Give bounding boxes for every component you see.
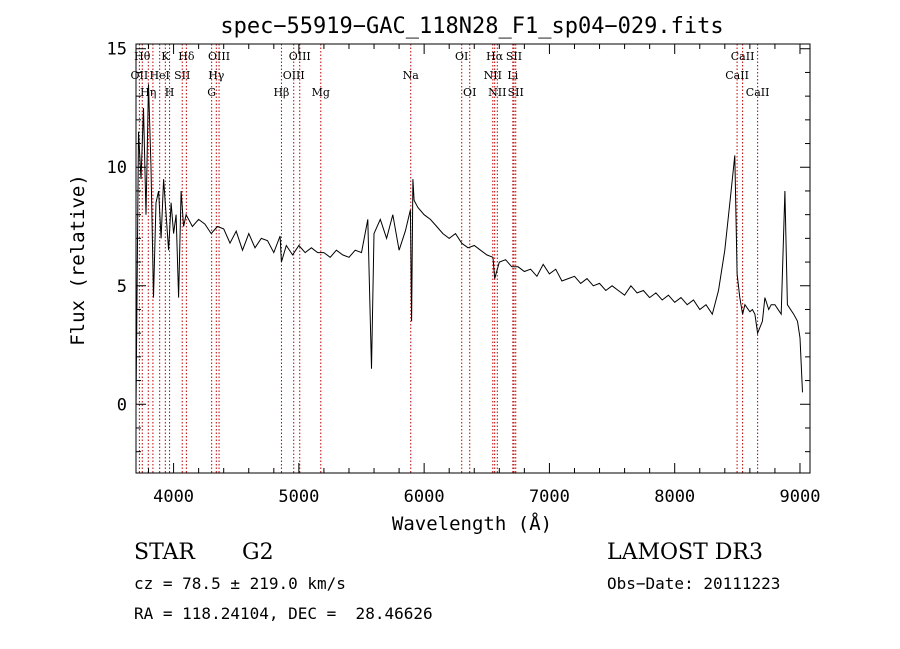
y-tick-label-15: 15 — [107, 40, 127, 60]
line-label-11: OIII — [208, 50, 230, 63]
line-label-19: NII — [484, 69, 502, 82]
spectral-line-labels: OIIHθHηHeIKHSIIHδGHγOIIIHβOIIIOIIIMgNaOI… — [131, 50, 770, 99]
line-label-4: HeI — [149, 69, 169, 82]
spectral-line-markers — [138, 44, 759, 473]
survey-name: LAMOST DR3 — [607, 540, 763, 565]
redshift-readout: cz = 78.5 ± 219.0 km/s — [134, 574, 346, 593]
x-tick-label-6000: 6000 — [404, 487, 445, 507]
line-label-8: Hδ — [178, 50, 195, 63]
chart-title: spec−55919−GAC_118N28_F1_sp04−029.fits — [220, 14, 723, 39]
line-label-17: OI — [455, 50, 468, 63]
y-axis-ticks — [136, 48, 810, 453]
object-class: STAR — [134, 540, 195, 565]
line-label-10: Hγ — [208, 69, 225, 82]
line-label-23: SII — [506, 50, 522, 63]
line-label-24: SII — [508, 86, 524, 99]
line-label-15: Mg — [312, 86, 330, 99]
line-label-20: Hα — [486, 50, 504, 63]
line-label-18: OI — [463, 86, 476, 99]
line-label-25: CaII — [725, 69, 749, 82]
y-axis-label: Flux (relative) — [67, 174, 89, 346]
y-axis-tick-labels: 0 5 10 15 — [107, 40, 127, 416]
x-tick-label-9000: 9000 — [780, 487, 821, 507]
line-label-12: Hβ — [273, 86, 289, 99]
line-label-22: Li — [507, 69, 518, 82]
line-label-27: CaII — [746, 86, 770, 99]
x-tick-label-7000: 7000 — [529, 487, 570, 507]
plot-frame — [135, 43, 811, 474]
line-label-14: OIII — [289, 50, 311, 63]
spectrum-series-line — [135, 84, 803, 410]
line-label-21: NII — [488, 86, 506, 99]
x-axis-tick-labels: 4000 5000 6000 7000 8000 9000 — [153, 487, 820, 507]
line-label-13: OIII — [283, 69, 305, 82]
x-axis-ticks — [148, 44, 801, 473]
line-label-26: CaII — [731, 50, 755, 63]
line-label-0: OII — [131, 69, 149, 82]
x-axis-label: Wavelength (Å) — [392, 512, 552, 535]
x-tick-label-8000: 8000 — [654, 487, 695, 507]
x-tick-label-4000: 4000 — [153, 487, 194, 507]
y-tick-label-10: 10 — [107, 158, 127, 178]
x-tick-label-5000: 5000 — [278, 487, 319, 507]
object-subclass: G2 — [242, 540, 274, 565]
line-label-16: Na — [403, 69, 420, 82]
line-label-1: Hθ — [134, 50, 151, 63]
line-label-5: K — [161, 50, 170, 63]
line-label-6: H — [165, 86, 175, 99]
y-tick-label-5: 5 — [117, 277, 127, 297]
observation-date: Obs−Date: 20111223 — [607, 574, 781, 593]
y-tick-label-0: 0 — [117, 395, 127, 415]
line-label-7: SII — [174, 69, 190, 82]
line-label-9: G — [207, 86, 216, 99]
coordinates-readout: RA = 118.24104, DEC = 28.46626 — [134, 604, 433, 623]
